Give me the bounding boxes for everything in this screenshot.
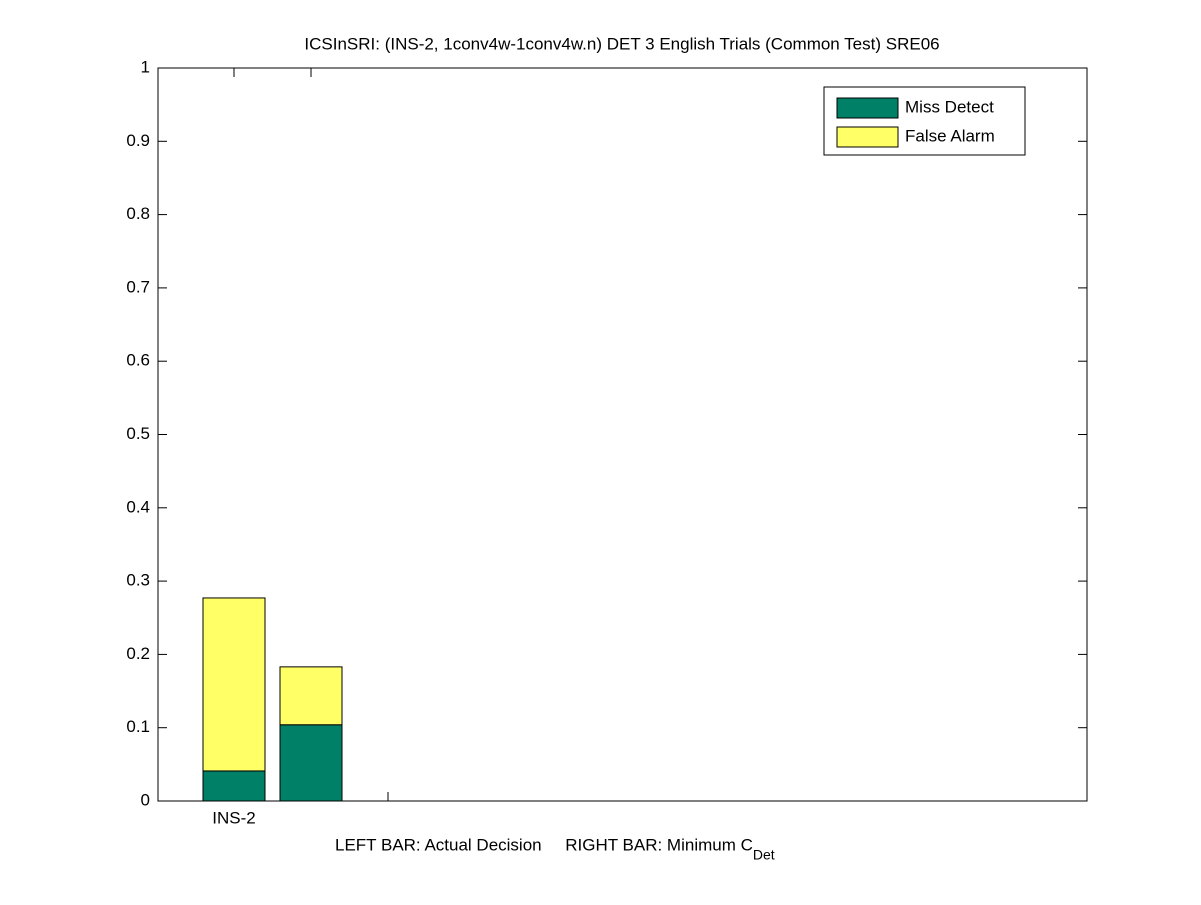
x-axis-label: LEFT BAR: Actual Decision RIGHT BAR: Min…	[335, 835, 753, 854]
y-tick-label: 0.9	[126, 131, 150, 150]
y-tick-label: 0.3	[126, 571, 150, 590]
bar-segment	[202, 770, 266, 802]
legend-label: False Alarm	[905, 126, 995, 145]
bar-segment	[279, 666, 343, 726]
legend-swatch	[836, 126, 899, 148]
y-tick-label: 0.8	[126, 204, 150, 223]
chart-title: ICSInSRI: (INS-2, 1conv4w-1conv4w.n) DET…	[304, 34, 939, 53]
y-tick-label: 0.1	[126, 717, 150, 736]
bar-segment	[279, 724, 343, 802]
y-tick-label: 0.4	[126, 497, 150, 516]
y-tick-label: 0.5	[126, 424, 150, 443]
bar-segment	[202, 597, 266, 772]
y-tick-label: 0.2	[126, 644, 150, 663]
y-tick-label: 0.7	[126, 277, 150, 296]
plot-frame	[157, 67, 1088, 802]
legend-swatch	[836, 97, 899, 119]
y-tick-label: 0	[141, 790, 150, 809]
y-tick-label: 1	[141, 57, 150, 76]
legend-label: Miss Detect	[905, 97, 994, 116]
y-tick-label: 0.6	[126, 351, 150, 370]
x-tick-label: INS-2	[212, 808, 255, 827]
x-axis-label-subscript: Det	[753, 847, 775, 863]
